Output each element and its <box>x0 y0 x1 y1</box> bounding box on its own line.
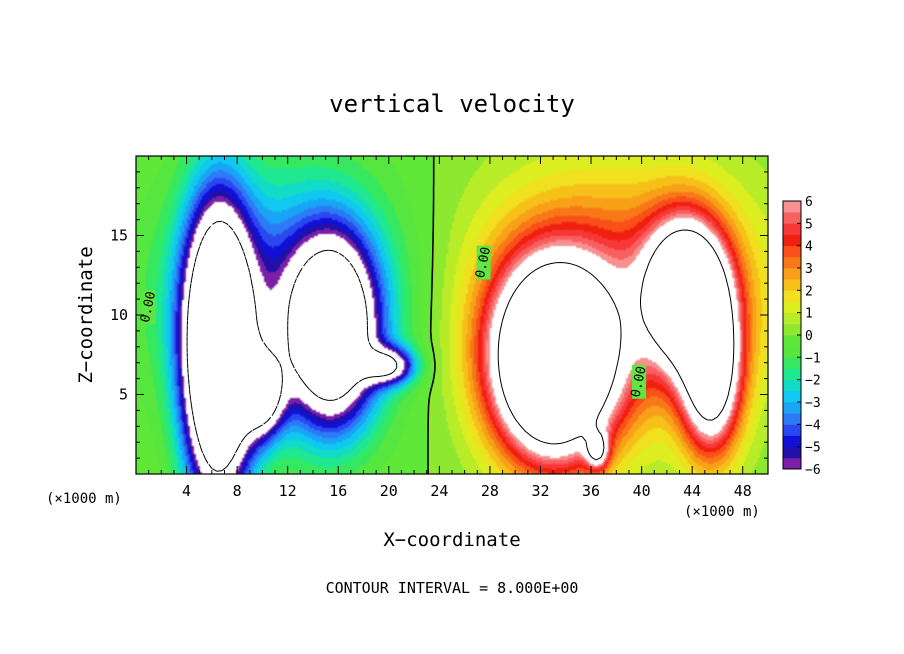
colorbar-swatch <box>783 323 801 336</box>
colorbar-tick-label: −2 <box>805 374 821 389</box>
x-tick-label: 8 <box>233 482 242 500</box>
contour-lines: 0.000.000.00 <box>138 155 735 474</box>
colorbar-swatch <box>783 402 801 414</box>
colorbar-swatch <box>783 223 801 235</box>
colorbar-tick-label: −1 <box>805 351 821 366</box>
colorbar-swatch <box>783 413 801 425</box>
y-axis-label: Z−coordinate <box>75 246 97 383</box>
x-tick-label: 28 <box>481 482 499 500</box>
colorbar: 6 5 4 3 2 1 0 −1 −2 −3 −4 −5 −6 <box>782 195 821 478</box>
colorbar-swatch <box>783 290 801 302</box>
contour-line <box>186 220 398 472</box>
colorbar-tick-label: −6 <box>805 463 821 478</box>
x-tick-label: 40 <box>633 482 651 500</box>
colorbar-swatch <box>783 357 801 369</box>
x-tick-label: 20 <box>380 482 398 500</box>
y-tick-label: 5 <box>119 386 128 404</box>
x-unit-right: (×1000 m) <box>684 504 760 520</box>
colorbar-swatch <box>783 268 801 280</box>
colorbar-swatch <box>783 457 801 470</box>
colorbar-swatch <box>783 279 801 291</box>
x-unit-left: (×1000 m) <box>46 491 122 507</box>
chart-title: vertical velocity <box>329 90 575 118</box>
x-tick-label: 48 <box>734 482 752 500</box>
contour-interval-note: CONTOUR INTERVAL = 8.000E+00 <box>326 579 579 597</box>
colorbar-tick-label: 6 <box>805 195 813 210</box>
colorbar-swatch <box>783 446 801 459</box>
contour-label: 0.00 <box>628 365 649 399</box>
colorbar-swatch <box>783 312 801 325</box>
colorbar-swatch <box>783 346 801 358</box>
colorbar-tick-label: 1 <box>805 307 813 322</box>
velocity-field-image <box>136 156 768 474</box>
colorbar-tick-label: −4 <box>805 418 821 433</box>
colorbar-swatch <box>783 256 801 269</box>
contour-label-background <box>476 245 491 280</box>
x-tick-label: 12 <box>279 482 297 500</box>
colorbar-swatch <box>783 234 801 247</box>
x-tick-label: 32 <box>531 482 549 500</box>
colorbar-swatch <box>783 301 801 314</box>
contour-label-background <box>141 290 156 325</box>
x-tick-label: 36 <box>582 482 600 500</box>
contour-line <box>497 229 735 461</box>
colorbar-swatch <box>783 335 801 347</box>
colorbar-swatch <box>783 390 801 403</box>
x-tick-label: 16 <box>329 482 347 500</box>
colorbar-tick-label: −3 <box>805 396 821 411</box>
x-tick-label: 4 <box>182 482 191 500</box>
colorbar-tick-label: 4 <box>805 240 813 255</box>
x-tick-label: 24 <box>430 482 448 500</box>
colorbar-swatch <box>783 212 801 224</box>
colorbar-tick-label: 2 <box>805 284 813 299</box>
y-tick-label: 15 <box>110 227 128 245</box>
contour-label: 0.00 <box>473 246 494 280</box>
colorbar-tick-label: 3 <box>805 262 813 277</box>
colorbar-swatch <box>783 245 801 258</box>
colorbar-swatch <box>783 435 801 448</box>
y-tick-label: 10 <box>110 306 128 324</box>
field-area: 0.000.000.00 <box>135 155 769 475</box>
contour-label-background <box>632 364 647 399</box>
x-tick-label: 44 <box>683 482 701 500</box>
colorbar-tick-label: 5 <box>805 217 813 232</box>
x-axis-label: X−coordinate <box>383 529 520 551</box>
colorbar-tick-label: −5 <box>805 441 821 456</box>
colorbar-swatch <box>783 368 801 381</box>
contour-line <box>427 155 436 474</box>
colorbar-swatch <box>783 379 801 392</box>
colorbar-swatch <box>783 201 801 213</box>
colorbar-swatch <box>783 424 801 436</box>
colorbar-tick-label: 0 <box>805 329 813 344</box>
